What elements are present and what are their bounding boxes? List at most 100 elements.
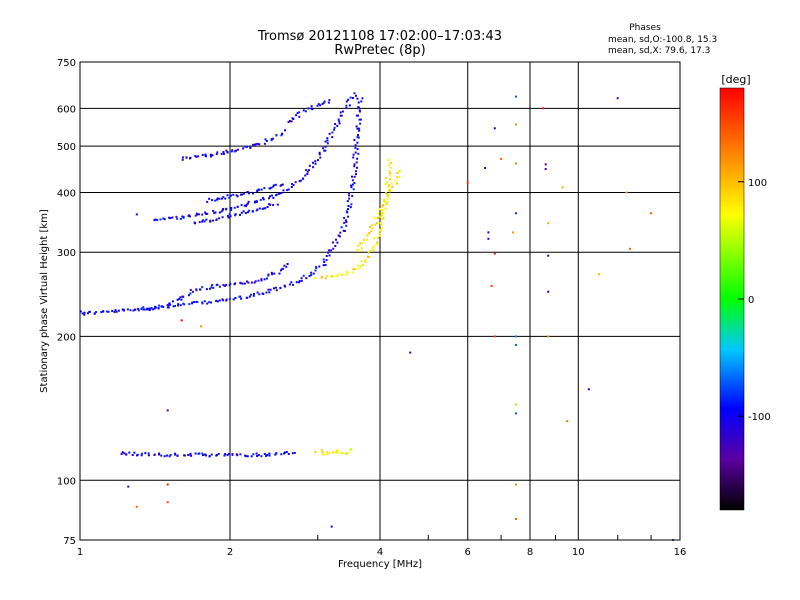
o-mode-point: [316, 104, 319, 107]
o-mode-point: [338, 122, 341, 125]
o-mode-point: [222, 196, 225, 199]
o-mode-point: [249, 145, 252, 148]
x-mode-point: [379, 228, 382, 231]
o-mode-point: [222, 208, 225, 210]
o-mode-point: [210, 301, 213, 304]
x-mode-point: [328, 452, 331, 455]
x-mode-point: [379, 222, 382, 225]
o-mode-point: [328, 249, 331, 252]
o-mode-point: [359, 110, 361, 113]
o-mode-point: [226, 151, 229, 154]
o-mode-point: [352, 153, 355, 156]
o-mode-point: [233, 150, 236, 153]
o-mode-point: [266, 277, 268, 280]
o-mode-point: [240, 211, 243, 214]
o-mode-point: [208, 197, 211, 200]
x-mode-point: [330, 274, 333, 277]
o-mode-point: [352, 97, 354, 99]
o-mode-point: [347, 98, 350, 101]
o-mode-point: [194, 214, 197, 217]
o-mode-point: [269, 288, 272, 291]
x-mode-point: [385, 203, 388, 206]
o-mode-point: [244, 212, 247, 214]
o-mode-point: [321, 102, 324, 105]
o-mode-point: [265, 455, 268, 457]
o-mode-point: [185, 156, 188, 159]
o-mode-point: [358, 129, 361, 132]
o-mode-point: [180, 298, 183, 301]
noise-point: [493, 252, 496, 255]
o-mode-point: [206, 200, 209, 203]
o-mode-point: [334, 123, 337, 125]
o-mode-point: [342, 229, 345, 232]
o-mode-point: [232, 193, 235, 196]
o-mode-point: [310, 271, 313, 274]
o-mode-point: [244, 454, 247, 457]
o-mode-point: [292, 283, 294, 286]
o-mode-point: [295, 114, 298, 117]
o-mode-point: [302, 274, 305, 277]
o-mode-point: [176, 454, 179, 457]
x-mode-point: [385, 207, 387, 210]
o-mode-point: [189, 288, 192, 291]
o-mode-point: [252, 143, 255, 146]
o-mode-point: [158, 453, 160, 456]
o-mode-point: [229, 282, 232, 285]
o-mode-point: [216, 151, 219, 154]
o-mode-point: [145, 308, 148, 311]
x-mode-point: [389, 188, 392, 191]
o-mode-point: [190, 454, 193, 457]
x-tick-label: 4: [377, 547, 383, 558]
o-mode-point: [348, 197, 351, 200]
o-mode-point: [133, 451, 136, 454]
o-mode-point: [230, 207, 233, 209]
noise-point: [135, 505, 138, 508]
o-mode-point: [302, 177, 304, 180]
noise-point: [466, 181, 469, 184]
o-mode-point: [246, 202, 249, 205]
o-mode-point: [142, 306, 145, 309]
o-mode-point: [213, 212, 216, 215]
x-mode-point: [381, 205, 384, 208]
y-tick-label: 100: [57, 476, 76, 487]
o-mode-point: [248, 192, 250, 195]
x-axis-label: Frequency [MHz]: [338, 559, 422, 570]
y-tick-label: 75: [63, 536, 76, 547]
x-mode-point: [387, 163, 390, 166]
o-mode-point: [196, 300, 199, 303]
o-mode-point: [270, 186, 273, 189]
o-mode-point: [225, 283, 228, 286]
o-mode-point: [318, 153, 321, 156]
o-mode-point: [163, 218, 166, 221]
o-mode-point: [296, 112, 299, 115]
o-mode-point: [191, 301, 194, 304]
x-mode-point: [325, 277, 327, 280]
o-mode-point: [354, 151, 357, 154]
o-mode-point: [111, 310, 114, 312]
o-mode-point: [310, 105, 313, 108]
o-mode-point: [304, 174, 307, 177]
noise-point: [547, 290, 550, 293]
x-mode-point: [396, 182, 398, 185]
o-mode-point: [266, 454, 269, 456]
x-mode-point: [335, 450, 338, 453]
x-mode-point: [366, 234, 369, 237]
o-mode-point: [345, 224, 348, 227]
o-mode-point: [348, 104, 351, 107]
o-mode-point: [253, 293, 255, 295]
o-mode-point: [228, 213, 231, 216]
o-mode-point: [218, 285, 221, 288]
o-mode-point: [294, 181, 297, 184]
o-mode-point: [204, 153, 207, 156]
o-mode-point: [298, 115, 301, 118]
x-mode-point: [381, 208, 384, 211]
o-mode-point: [129, 309, 132, 312]
o-mode-point: [253, 201, 256, 204]
o-mode-point: [205, 454, 207, 457]
o-mode-point: [188, 303, 191, 306]
chart-title: Tromsø 20121108 17:02:00–17:03:43: [257, 29, 502, 44]
o-mode-point: [176, 217, 179, 220]
noise-point: [515, 212, 517, 215]
o-mode-point: [343, 221, 346, 224]
noise-point: [515, 335, 517, 338]
